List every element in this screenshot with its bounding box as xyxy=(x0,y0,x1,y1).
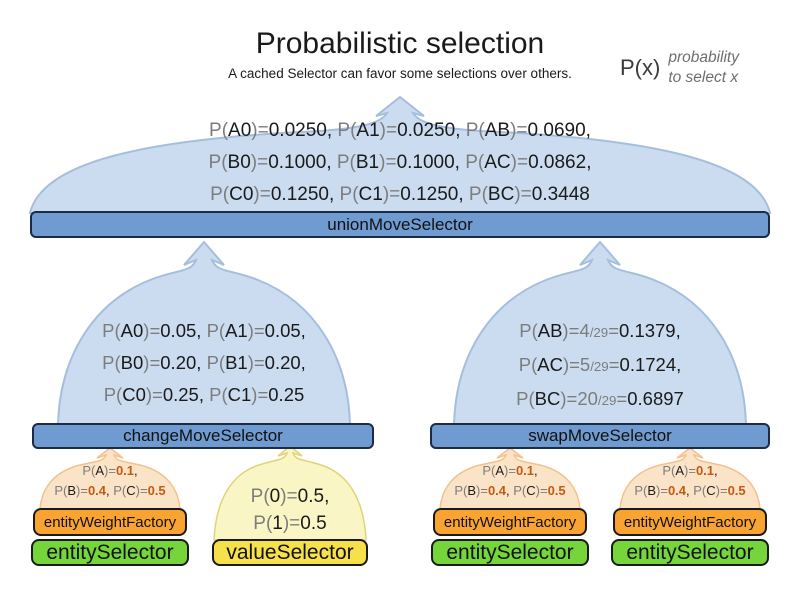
weight-prob-line: P(A)=0.1, xyxy=(662,463,718,478)
page-subtitle: A cached Selector can favor some selecti… xyxy=(228,66,572,81)
legend-probability-symbol: P(x) xyxy=(620,55,661,80)
entity-selector-bar-1: entitySelector xyxy=(31,539,189,566)
weight-prob-line: P(B)=0.4, P(C)=0.5 xyxy=(54,483,166,498)
entity-weight-factory-bar-1: entityWeightFactory xyxy=(33,508,187,536)
swap-move-selector-label: swapMoveSelector xyxy=(528,426,672,445)
entity-weight-arch-shape-1 xyxy=(39,447,181,510)
swap-prob-line: P(BC)=20/29=0.6897 xyxy=(516,388,684,409)
weight-prob-line: P(B)=0.4, P(C)=0.5 xyxy=(634,483,746,498)
entity-selector-bar-3: entitySelector xyxy=(611,539,769,566)
entity-selector-bar-2: entitySelector xyxy=(431,539,589,566)
entity-selector-label: entitySelector xyxy=(626,540,754,564)
change-dome-shape xyxy=(56,240,352,425)
legend-description-line1: probability xyxy=(668,49,739,66)
value-prob-line: P(1)=0.5 xyxy=(253,513,327,534)
entity-selector-label: entitySelector xyxy=(446,540,574,564)
page-title: Probabilistic selection xyxy=(255,27,545,60)
union-prob-line: P(B0)=0.1000, P(B1)=0.1000, P(AC)=0.0862… xyxy=(208,152,592,173)
change-prob-line: P(C0)=0.25, P(C1)=0.25 xyxy=(103,384,305,405)
change-prob-line: P(B0)=0.20, P(B1)=0.20, xyxy=(102,352,306,373)
legend-description: probability to select x xyxy=(668,48,739,88)
swap-prob-line: P(AB)=4/29=0.1379, xyxy=(519,320,681,341)
weight-prob-line: P(A)=0.1, xyxy=(482,463,538,478)
swap-dome-text: P(AB)=4/29=0.1379, P(AC)=5/29=0.1724, P(… xyxy=(430,315,770,417)
union-prob-line: P(C0)=0.1250, P(C1)=0.1250, P(BC)=0.3448 xyxy=(210,184,590,205)
entity-weight-factory-label: entityWeightFactory xyxy=(443,513,577,531)
legend-description-line2: to select x xyxy=(668,69,739,86)
union-prob-line: P(A0)=0.0250, P(A1)=0.0250, P(AB)=0.0690… xyxy=(209,120,591,141)
entity-weight-factory-bar-3: entityWeightFactory xyxy=(613,508,767,536)
change-move-selector-bar: changeMoveSelector xyxy=(32,423,374,449)
entity-selector-label: entitySelector xyxy=(46,540,174,564)
entity-weight-factory-bar-2: entityWeightFactory xyxy=(433,508,587,536)
entity-weight-text-2: P(A)=0.1, P(B)=0.4, P(C)=0.5 xyxy=(430,461,590,501)
swap-prob-line: P(AC)=5/29=0.1724, xyxy=(518,354,682,375)
change-dome-text: P(A0)=0.05, P(A1)=0.05, P(B0)=0.20, P(B1… xyxy=(34,315,374,411)
entity-weight-arch-shape-3 xyxy=(619,447,761,510)
union-move-selector-bar: unionMoveSelector xyxy=(30,211,770,238)
entity-weight-text-1: P(A)=0.1, P(B)=0.4, P(C)=0.5 xyxy=(30,461,190,501)
entity-weight-text-3: P(A)=0.1, P(B)=0.4, P(C)=0.5 xyxy=(610,461,770,501)
change-prob-line: P(A0)=0.05, P(A1)=0.05, xyxy=(102,320,306,341)
value-arch-shape xyxy=(213,445,367,541)
swap-move-selector-bar: swapMoveSelector xyxy=(430,423,770,449)
union-dome-text: P(A0)=0.0250, P(A1)=0.0250, P(AB)=0.0690… xyxy=(60,115,740,211)
entity-weight-factory-label: entityWeightFactory xyxy=(623,513,757,531)
weight-prob-line: P(A)=0.1, xyxy=(82,463,138,478)
change-move-selector-label: changeMoveSelector xyxy=(123,426,283,445)
legend: P(x) probability to select x xyxy=(620,48,739,88)
entity-weight-factory-label: entityWeightFactory xyxy=(43,513,177,531)
swap-dome-shape xyxy=(452,240,748,425)
value-selector-label: valueSelector xyxy=(226,540,354,564)
union-dome-shape xyxy=(28,95,772,214)
value-arch-text: P(0)=0.5, P(1)=0.5 xyxy=(210,483,370,537)
value-prob-line: P(0)=0.5, xyxy=(250,486,330,507)
union-move-selector-label: unionMoveSelector xyxy=(327,214,473,234)
entity-weight-arch-shape-2 xyxy=(439,447,581,510)
value-selector-bar: valueSelector xyxy=(212,539,368,566)
weight-prob-line: P(B)=0.4, P(C)=0.5 xyxy=(454,483,566,498)
